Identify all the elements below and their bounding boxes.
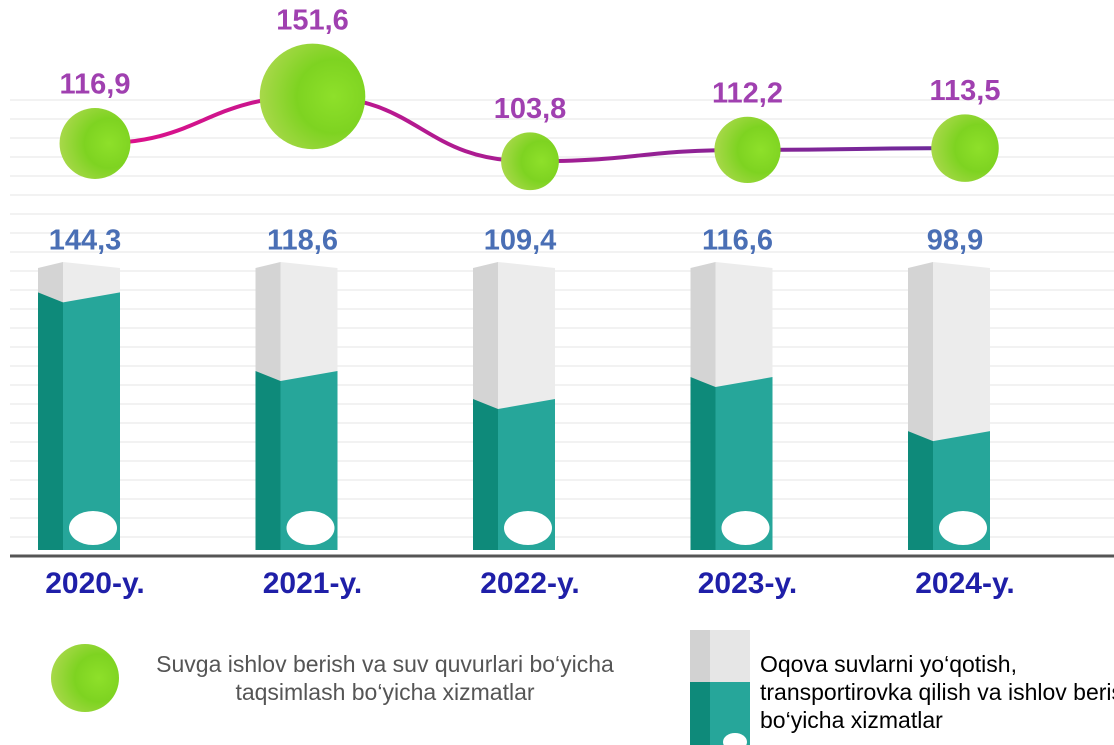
bar-side	[908, 431, 933, 550]
x-tick-label: 2022-y.	[480, 567, 580, 600]
bubble	[931, 114, 999, 182]
legend-entry: Suvga ishlov berish va suv quvurlari bo‘…	[156, 651, 614, 705]
bar	[280, 370, 338, 550]
data-label: 103,8	[494, 93, 567, 125]
legend-bubble-icon	[51, 644, 119, 712]
data-label: 98,9	[927, 225, 983, 257]
bubble	[714, 116, 781, 183]
legend-entry: Oqova suvlarni yo‘qotish, transportirovk…	[760, 651, 1114, 733]
data-label: 151,6	[276, 4, 349, 36]
bar-side	[38, 292, 63, 550]
bar	[715, 377, 773, 550]
data-label: 144,3	[49, 225, 122, 257]
data-label: 118,6	[267, 225, 338, 257]
data-label: 116,6	[702, 225, 773, 257]
x-tick-label: 2023-y.	[698, 567, 798, 600]
data-label: 113,5	[930, 75, 1001, 107]
data-label: 109,4	[484, 225, 557, 257]
bar-side	[690, 377, 716, 550]
bar-ornament	[939, 511, 987, 545]
bar	[63, 292, 120, 550]
bar-side	[473, 399, 498, 550]
bar	[498, 399, 555, 550]
data-label: 116,9	[60, 69, 131, 101]
x-tick-label: 2020-y.	[45, 567, 145, 600]
bar-ornament	[69, 511, 117, 545]
bar-side	[255, 370, 281, 550]
x-tick-label: 2024-y.	[915, 567, 1015, 600]
x-tick-label: 2021-y.	[263, 567, 363, 600]
bar-ornament	[721, 511, 770, 545]
legend-column-icon	[690, 630, 750, 745]
bubble	[59, 108, 131, 179]
bubble	[501, 132, 559, 191]
bubble	[259, 43, 366, 150]
bar-ornament	[504, 511, 552, 545]
data-label: 112,2	[712, 77, 783, 109]
bar-ornament	[286, 511, 335, 545]
